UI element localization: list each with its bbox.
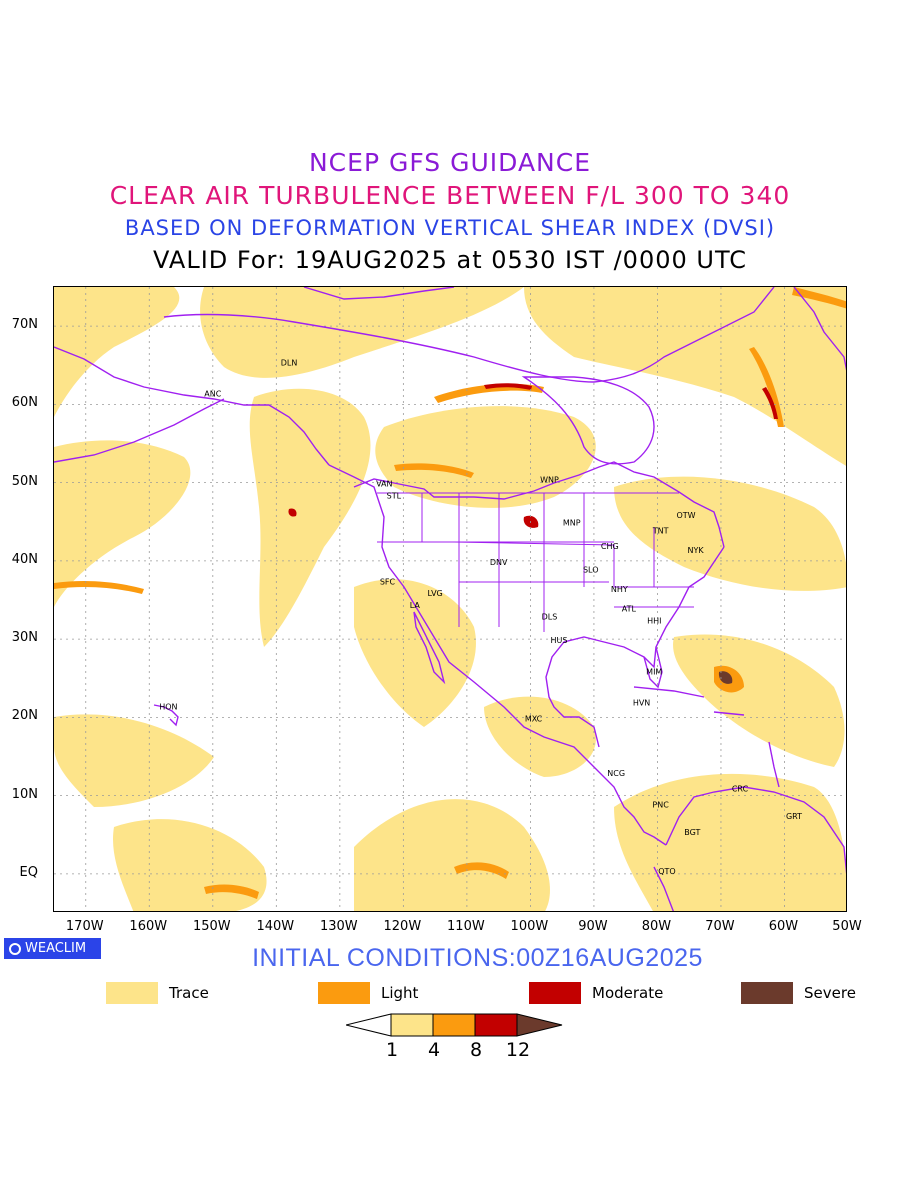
legend-label-light: Light [381, 984, 419, 1002]
coastlines-and-borders [54, 287, 846, 911]
station-label: TNT [652, 526, 669, 535]
station-label: HON [159, 703, 177, 712]
colorbar-tick-12: 12 [505, 1039, 531, 1061]
station-label: QTO [658, 867, 675, 876]
legend-label-moderate: Moderate [592, 984, 664, 1002]
colorbar-tick-1: 1 [385, 1039, 399, 1061]
station-label: OTW [676, 511, 695, 520]
colorbar-low-arrow [346, 1013, 392, 1037]
lon-label: 80W [641, 919, 672, 934]
title-index: BASED ON DEFORMATION VERTICAL SHEAR INDE… [124, 216, 776, 240]
lon-label: 160W [129, 919, 168, 934]
lon-label: 150W [192, 919, 231, 934]
station-label: DLN [281, 358, 298, 367]
colorbar-segment-light [432, 1013, 476, 1037]
lat-label: 30N [11, 630, 38, 646]
lon-label: 120W [383, 919, 422, 934]
lon-label: 140W [256, 919, 295, 934]
legend-swatch-light [318, 982, 370, 1004]
station-label: DLS [542, 613, 558, 622]
lon-label: 110W [447, 919, 485, 934]
colorbar-segment-moderate [474, 1013, 518, 1037]
station-label: GRT [786, 812, 802, 821]
station-label: NHY [611, 585, 628, 594]
lon-label: 100W [510, 919, 549, 934]
station-label: NYK [687, 546, 704, 555]
station-label: HVN [633, 699, 650, 708]
logo-text: WEACLIM [25, 941, 87, 956]
station-label: PNC [652, 800, 669, 809]
colorbar-tick-4: 4 [427, 1039, 441, 1061]
lon-label: 170W [65, 919, 104, 934]
legend-label-trace: Trace [169, 984, 209, 1002]
station-label: BGT [684, 828, 700, 837]
colorbar [346, 1013, 563, 1037]
colorbar-segment-trace [390, 1013, 434, 1037]
lat-label: EQ [19, 864, 38, 880]
station-label: SLO [583, 566, 599, 575]
station-label: CHG [601, 542, 619, 551]
title-model: NCEP GFS GUIDANCE [308, 148, 591, 177]
weaclim-logo: WEACLIM [4, 938, 101, 959]
lon-label: 60W [768, 919, 799, 934]
lat-label: 10N [11, 786, 38, 802]
turbulence-shading [54, 287, 846, 911]
lat-label: 40N [11, 551, 38, 567]
lon-label: 50W [832, 919, 862, 934]
logo-circle-icon [9, 942, 21, 955]
station-label: ATL [622, 605, 637, 614]
lat-label: 20N [11, 708, 38, 724]
station-label: CRC [732, 785, 749, 794]
turbulence-map: DLN ANC VAN STL WNP MNP TNT OTW CHG NYK DNV SFC SLO L… [53, 286, 847, 912]
station-label: HHI [647, 616, 661, 625]
station-label: HUS [551, 636, 568, 645]
station-label: MNP [563, 519, 581, 528]
graticule [54, 287, 846, 911]
lon-label: 130W [319, 919, 358, 934]
lon-label: 90W [578, 919, 608, 934]
title-valid-time: VALID For: 19AUG2025 at 0530 IST /0000 U… [153, 246, 747, 274]
colorbar-high-arrow [516, 1013, 563, 1037]
station-label: WNP [540, 476, 559, 485]
lat-label: 50N [11, 473, 38, 489]
colorbar-tick-8: 8 [469, 1039, 483, 1061]
station-label: MXC [525, 714, 543, 723]
lat-label: 60N [11, 395, 38, 411]
station-label: STL [387, 491, 402, 500]
station-label: LVG [427, 589, 442, 598]
station-label: VAN [376, 480, 392, 489]
station-label: LA [410, 601, 421, 610]
legend-swatch-moderate [529, 982, 581, 1004]
lon-label: 70W [705, 919, 735, 934]
map-canvas: DLN ANC VAN STL WNP MNP TNT OTW CHG NYK DNV SFC SLO L… [54, 287, 846, 911]
title-product: CLEAR AIR TURBULENCE BETWEEN F/L 300 TO … [109, 181, 791, 210]
lat-label: 70N [11, 317, 38, 333]
station-label: DNV [490, 558, 508, 567]
station-labels: DLN ANC VAN STL WNP MNP TNT OTW CHG NYK DNV SFC SLO L… [159, 358, 802, 876]
legend-swatch-severe [741, 982, 793, 1004]
station-label: ANC [204, 390, 221, 399]
initial-conditions: INITIAL CONDITIONS:00Z16AUG2025 [252, 944, 703, 972]
legend-swatch-trace [106, 982, 158, 1004]
station-label: NCG [607, 769, 625, 778]
legend-label-severe: Severe [804, 984, 856, 1002]
station-label: MIM [646, 667, 662, 676]
station-label: SFC [380, 577, 396, 586]
